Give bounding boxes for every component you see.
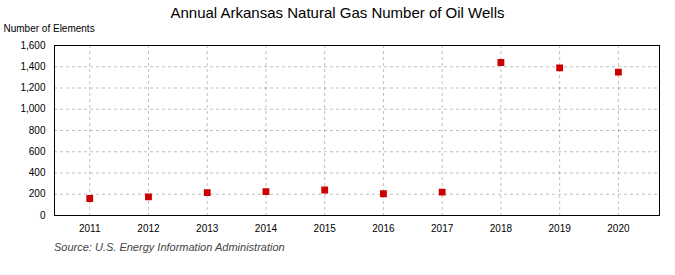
svg-text:600: 600 — [29, 146, 46, 157]
svg-text:2020: 2020 — [607, 223, 630, 234]
svg-text:2015: 2015 — [314, 223, 337, 234]
svg-text:2018: 2018 — [490, 223, 513, 234]
svg-text:Number of Elements: Number of Elements — [4, 23, 95, 34]
svg-text:1,400: 1,400 — [20, 61, 45, 72]
html-text:Annual Arkansas Natural Gas Nu: Annual Arkansas Natural Gas Number of Oi… — [170, 4, 505, 21]
svg-text:2016: 2016 — [372, 223, 395, 234]
svg-text:2014: 2014 — [255, 223, 278, 234]
svg-text:2012: 2012 — [137, 223, 160, 234]
svg-text:2019: 2019 — [549, 223, 572, 234]
svg-text:200: 200 — [29, 188, 46, 199]
svg-text:800: 800 — [29, 125, 46, 136]
svg-text:0: 0 — [40, 210, 46, 221]
svg-text:1,000: 1,000 — [20, 103, 45, 114]
svg-text:400: 400 — [29, 167, 46, 178]
svg-text:2011: 2011 — [79, 223, 101, 234]
svg-text:1,200: 1,200 — [20, 82, 45, 93]
html-text:Source: U.S. Energy Informatio: Source: U.S. Energy Information Administ… — [54, 241, 285, 253]
svg-text:1,600: 1,600 — [20, 40, 45, 51]
svg-text:2013: 2013 — [196, 223, 219, 234]
svg-text:2017: 2017 — [431, 223, 454, 234]
